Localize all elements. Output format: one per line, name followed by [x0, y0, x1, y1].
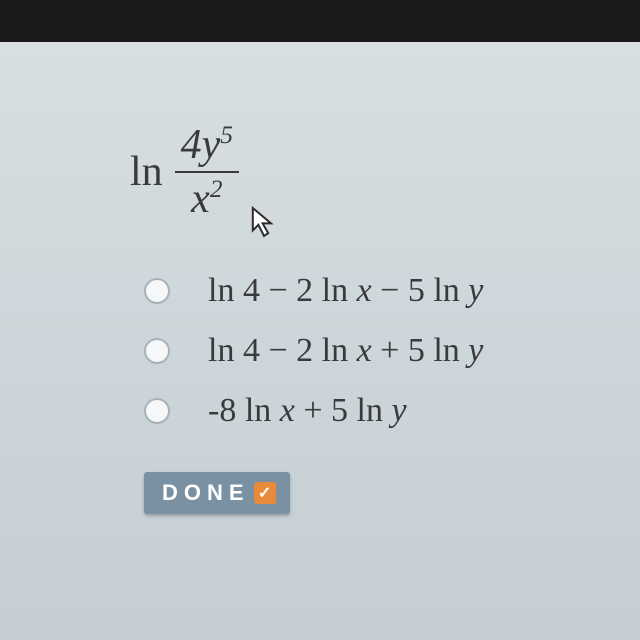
done-label: DONE — [162, 480, 250, 506]
check-icon: ✓ — [254, 482, 276, 504]
ln-prefix: ln — [130, 148, 163, 196]
done-button[interactable]: DONE ✓ — [144, 472, 290, 514]
window-top-bar — [0, 0, 640, 42]
fraction-line — [175, 171, 239, 173]
answer-options: ln 4 − 2 ln x − 5 ln y ln 4 − 2 ln x + 5… — [144, 272, 640, 430]
radio-2[interactable] — [144, 338, 170, 364]
option-2-text: ln 4 − 2 ln x + 5 ln y — [208, 332, 483, 370]
radio-3[interactable] — [144, 398, 170, 424]
cursor-icon — [250, 202, 278, 250]
option-3-text: -8 ln x + 5 ln y — [208, 392, 407, 430]
fraction: 4y5 x2 — [175, 122, 239, 222]
radio-1[interactable] — [144, 278, 170, 304]
quiz-content: ln 4y5 x2 ln 4 − 2 ln x − 5 ln y — [0, 42, 640, 640]
denominator: x2 — [185, 176, 228, 222]
option-2: ln 4 − 2 ln x + 5 ln y — [144, 332, 640, 370]
option-1-text: ln 4 − 2 ln x − 5 ln y — [208, 272, 483, 310]
question-expression: ln 4y5 x2 — [130, 122, 640, 222]
option-3: -8 ln x + 5 ln y — [144, 392, 640, 430]
option-1: ln 4 − 2 ln x − 5 ln y — [144, 272, 640, 310]
numerator: 4y5 — [175, 122, 239, 168]
